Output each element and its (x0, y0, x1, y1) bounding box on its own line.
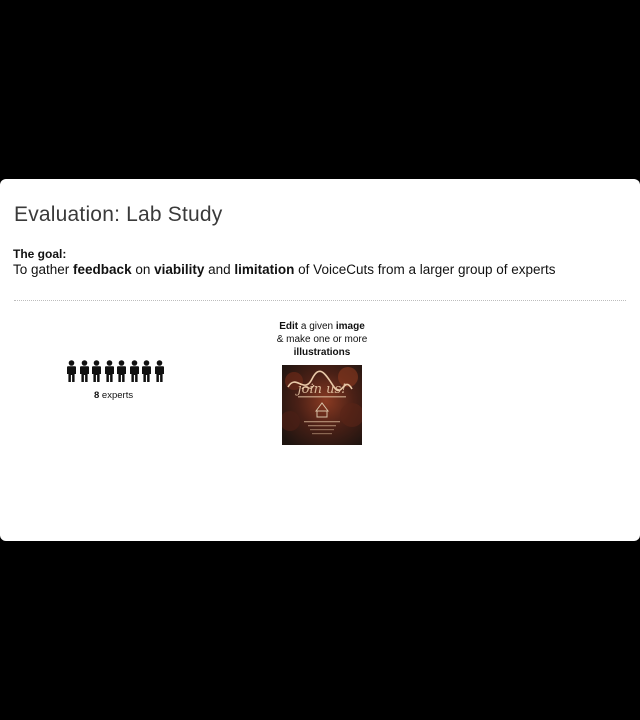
slide: Evaluation: Lab Study The goal: To gathe… (0, 179, 640, 541)
goal-text-part1: To gather (13, 262, 74, 277)
example-image-thumbnail: join us! (282, 365, 362, 445)
goal-text-part2: on (131, 262, 155, 277)
person-icon (142, 360, 151, 382)
person-icon (129, 360, 139, 382)
experts-number: 8 (94, 390, 100, 401)
person-icon (154, 360, 164, 382)
person-icon (67, 360, 76, 382)
task-edit: Edit (279, 321, 299, 332)
task-line-2: & make one or more (276, 334, 368, 345)
experts-count: 8 experts (94, 390, 133, 401)
task-part1: a given (298, 321, 336, 332)
person-icon (79, 360, 89, 382)
thumbnail-script-text: join us! (295, 382, 347, 397)
goal-text-part4: of VoiceCuts from a larger group of expe… (294, 262, 556, 277)
experts-icons (66, 360, 165, 382)
task-illustrations: illustrations (293, 347, 351, 358)
goal-viability: viability (154, 262, 205, 277)
task-line-1: Edit a given image (252, 320, 392, 333)
person-icon (104, 360, 114, 382)
section-divider (14, 300, 626, 301)
person-icon (92, 360, 101, 382)
goal-text: To gather feedback on viability and limi… (13, 262, 556, 277)
task-image: image (335, 321, 365, 332)
experts-label: experts (99, 390, 134, 401)
person-icon (117, 360, 126, 382)
goal-label: The goal: (13, 247, 67, 261)
task-line-3: illustrations (252, 346, 392, 359)
goal-limitation: limitation (234, 262, 295, 277)
goal-text-part3: and (204, 262, 235, 277)
slide-title: Evaluation: Lab Study (14, 203, 223, 226)
task-description: Edit a given image & make one or more il… (252, 320, 392, 359)
goal-feedback: feedback (73, 262, 132, 277)
